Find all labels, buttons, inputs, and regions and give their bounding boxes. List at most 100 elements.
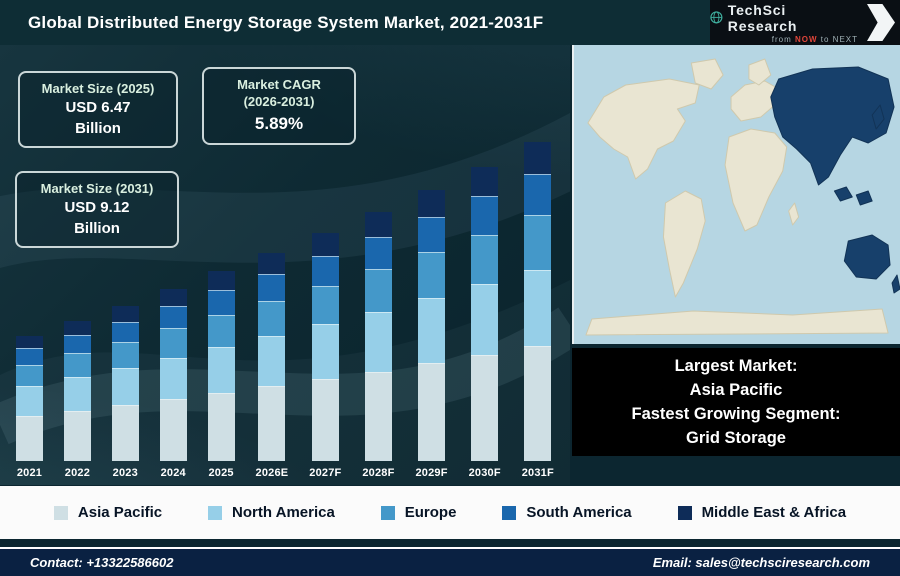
segment-middle-east-africa [16, 336, 43, 349]
segment-south-america [159, 306, 187, 329]
segment-europe [364, 269, 392, 312]
segment-asia-pacific [16, 416, 43, 461]
legend: Asia Pacific North America Europe South Ame… [0, 486, 900, 539]
highlight-value: Grid Storage [686, 429, 786, 447]
segment-south-america [207, 290, 235, 315]
stat-label: Market Size (2025) [41, 81, 155, 96]
bar-stack [207, 271, 235, 461]
segment-middle-east-africa [471, 167, 499, 197]
segment-europe [418, 252, 446, 299]
bar-2022: 2022 [63, 321, 91, 481]
brand-row: TechSci Research [710, 2, 858, 34]
legend-item-europe: Europe [380, 504, 457, 521]
axis-label-2030F: 2030F [468, 467, 501, 479]
segment-south-america [471, 196, 499, 235]
segment-asia-pacific [111, 405, 139, 461]
legend-item-middle-east-africa: Middle East & Africa [677, 504, 846, 521]
stat-unit: Billion [74, 220, 120, 237]
axis-label-2029F: 2029F [415, 467, 448, 479]
new-zealand-highlight [891, 274, 900, 294]
stat-label: Market CAGR [237, 77, 321, 92]
bar-stack [111, 306, 139, 461]
world-map-graphic [574, 45, 900, 344]
axis-label-2026E: 2026E [255, 467, 289, 479]
segment-asia-pacific [524, 346, 552, 461]
segment-north-america [311, 324, 339, 379]
bar-2023: 2023 [111, 306, 139, 481]
bar-2024: 2024 [159, 289, 187, 481]
segment-south-america [311, 256, 339, 286]
japan-highlight [871, 104, 885, 130]
segment-middle-east-africa [207, 271, 235, 291]
stat-value: USD 6.47 [65, 99, 131, 116]
bar-2026E: 2026E [256, 253, 289, 481]
segment-asia-pacific [364, 371, 392, 461]
segment-north-america [471, 284, 499, 356]
axis-label-2025: 2025 [208, 467, 234, 479]
africa [724, 128, 788, 232]
segment-asia-pacific [311, 378, 339, 461]
email-info: Email: sales@techsciresearch.com [652, 555, 870, 570]
market-highlight: Largest Market: Asia Pacific Fastest Gro… [572, 348, 900, 456]
stat-value: 5.89% [254, 114, 304, 133]
arrow-icon [867, 4, 895, 41]
segment-south-america [418, 217, 446, 253]
segment-europe [258, 301, 286, 337]
sea-islands-highlight-1 [833, 186, 853, 202]
legend-swatch-middle-east-africa [677, 505, 692, 520]
bar-2030F: 2030F [469, 167, 501, 481]
axis-label-2021: 2021 [16, 467, 43, 479]
segment-north-america [63, 376, 91, 411]
segment-europe [311, 285, 339, 325]
segment-south-america [63, 334, 91, 354]
legend-swatch-asia-pacific [53, 505, 68, 520]
axis-label-2023: 2023 [112, 467, 138, 479]
segment-middle-east-africa [311, 233, 339, 256]
madagascar [788, 202, 800, 226]
asia-highlight [770, 66, 895, 186]
segment-south-america [524, 173, 552, 216]
world-map [572, 45, 900, 344]
segment-north-america [524, 269, 552, 347]
brand-tagline: from NOW to NEXT [772, 35, 858, 44]
stat-label: Market Size (2031) [40, 181, 154, 196]
segment-north-america [418, 298, 446, 364]
segment-middle-east-africa [524, 142, 552, 174]
segment-europe [471, 234, 499, 285]
antarctica [585, 308, 889, 336]
segment-asia-pacific [63, 410, 91, 461]
bar-2029F: 2029F [415, 190, 447, 481]
legend-swatch-europe [380, 505, 395, 520]
segment-middle-east-africa [364, 212, 392, 237]
segment-asia-pacific [207, 392, 235, 461]
legend-label-south-america: South America [526, 504, 632, 521]
highlight-value: Asia Pacific [689, 381, 783, 399]
segment-north-america [159, 357, 187, 400]
stat-card-market-size-2031: Market Size (2031) USD 9.12 Billion [15, 171, 179, 248]
bar-stack [159, 289, 187, 461]
stat-sublabel: (2026-2031) [243, 94, 315, 109]
segment-asia-pacific [471, 355, 499, 461]
bar-stack [418, 190, 446, 461]
legend-swatch-south-america [502, 505, 517, 520]
axis-label-2028F: 2028F [362, 467, 395, 479]
bar-2021: 2021 [16, 336, 43, 481]
segment-asia-pacific [418, 363, 446, 461]
segment-north-america [364, 311, 392, 372]
chart-panel: Market Size (2025) USD 6.47 Billion Mark… [0, 45, 570, 485]
legend-item-north-america: North America [208, 504, 335, 521]
legend-label-asia-pacific: Asia Pacific [77, 504, 163, 521]
bar-stack [311, 233, 339, 461]
bar-stack [63, 321, 91, 461]
brand-logo: TechSci Research from NOW to NEXT [710, 0, 900, 45]
sea-islands-highlight-2 [855, 190, 873, 206]
stat-unit: Billion [75, 120, 121, 137]
bar-2028F: 2028F [362, 212, 394, 481]
segment-asia-pacific [258, 385, 286, 461]
segment-north-america [16, 386, 43, 417]
segment-middle-east-africa [258, 253, 286, 274]
legend-swatch-north-america [208, 505, 223, 520]
bar-stack [471, 167, 499, 461]
legend-label-europe: Europe [404, 504, 457, 521]
